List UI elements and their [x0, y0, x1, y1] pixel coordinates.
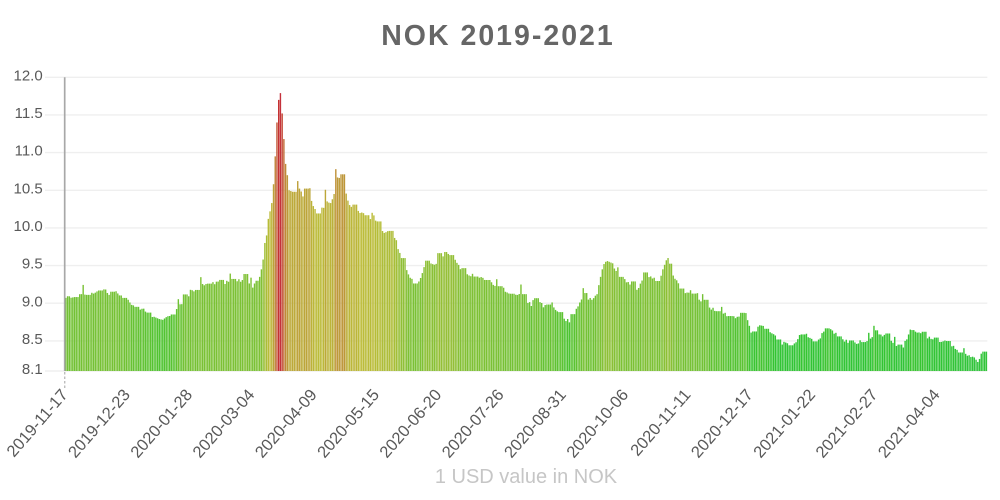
svg-text:8.5: 8.5 — [22, 331, 43, 348]
svg-text:1 USD value in NOK: 1 USD value in NOK — [435, 466, 618, 488]
svg-text:9.0: 9.0 — [22, 293, 43, 310]
svg-text:8.1: 8.1 — [22, 361, 43, 378]
svg-text:11.5: 11.5 — [15, 105, 43, 122]
svg-text:10.0: 10.0 — [13, 218, 42, 235]
svg-text:12.0: 12.0 — [13, 67, 42, 84]
svg-text:10.5: 10.5 — [13, 180, 42, 197]
svg-text:9.5: 9.5 — [22, 256, 43, 273]
svg-text:NOK 2019-2021: NOK 2019-2021 — [381, 20, 615, 52]
svg-text:11.0: 11.0 — [15, 143, 43, 160]
